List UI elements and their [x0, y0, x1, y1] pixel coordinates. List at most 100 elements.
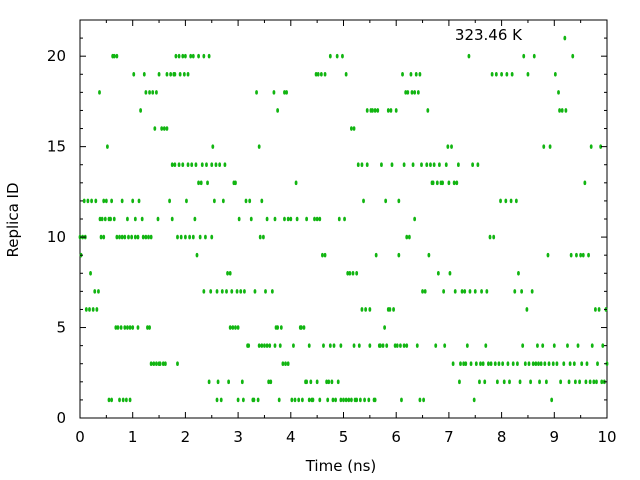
- data-point: [128, 325, 132, 330]
- data-point: [543, 361, 547, 367]
- data-point: [124, 397, 128, 403]
- data-point: [178, 71, 182, 77]
- data-point: [373, 397, 377, 403]
- temperature-annotation: 323.46 K: [455, 26, 523, 44]
- data-point: [219, 397, 223, 403]
- data-point: [289, 216, 293, 222]
- data-point: [551, 361, 555, 367]
- data-point: [118, 397, 121, 403]
- data-point: [314, 71, 318, 77]
- data-point: [374, 252, 378, 258]
- data-point: [562, 361, 566, 367]
- data-point: [205, 162, 208, 168]
- data-point: [283, 216, 286, 222]
- data-point: [115, 53, 119, 59]
- data-point: [258, 234, 262, 240]
- data-point: [123, 325, 127, 330]
- data-point: [284, 361, 287, 367]
- y-axis-label: Replica ID: [4, 182, 22, 257]
- data-point: [484, 343, 488, 348]
- data-point: [334, 397, 337, 403]
- data-point: [127, 234, 130, 240]
- data-point: [155, 90, 158, 95]
- data-point: [273, 343, 277, 348]
- data-point: [104, 198, 108, 204]
- data-point: [176, 361, 179, 367]
- data-point: [236, 325, 240, 330]
- data-point: [558, 108, 561, 113]
- data-point: [305, 216, 309, 222]
- data-point: [110, 198, 114, 204]
- data-point: [152, 361, 156, 367]
- data-point: [348, 270, 352, 276]
- data-point: [434, 343, 438, 348]
- data-point: [132, 71, 136, 77]
- data-point: [206, 180, 209, 186]
- data-point: [547, 361, 551, 367]
- data-point: [381, 343, 385, 348]
- data-point: [513, 289, 517, 294]
- data-point: [452, 180, 456, 186]
- data-point: [416, 90, 420, 95]
- data-point: [212, 198, 216, 204]
- data-point: [597, 307, 601, 312]
- data-point: [476, 162, 480, 168]
- data-point: [397, 252, 401, 258]
- data-point: [90, 198, 93, 204]
- data-point: [350, 397, 353, 403]
- data-point: [405, 343, 409, 348]
- x-tick-label: 7: [444, 428, 454, 446]
- data-point: [168, 198, 171, 204]
- data-point: [321, 252, 324, 258]
- data-point: [601, 343, 605, 348]
- data-point: [265, 343, 269, 348]
- data-point: [357, 343, 361, 348]
- data-point: [323, 71, 327, 77]
- data-point: [497, 361, 501, 367]
- data-point: [182, 71, 186, 77]
- data-point: [131, 198, 135, 204]
- data-point: [569, 252, 573, 258]
- data-point: [281, 361, 285, 367]
- data-point: [177, 162, 181, 168]
- data-point: [596, 361, 599, 367]
- data-point: [501, 361, 505, 367]
- data-point: [410, 90, 414, 95]
- data-point: [429, 162, 432, 168]
- y-tick-label: 15: [47, 138, 66, 156]
- data-point: [223, 162, 227, 168]
- data-point: [126, 325, 129, 330]
- data-point: [133, 234, 137, 240]
- data-point: [425, 162, 429, 168]
- data-point: [383, 325, 387, 330]
- data-point: [526, 71, 530, 77]
- data-point: [147, 234, 150, 240]
- data-point: [388, 307, 392, 312]
- data-point: [521, 343, 525, 348]
- data-point: [82, 198, 86, 204]
- data-point: [273, 216, 277, 222]
- x-tick-label: 0: [75, 428, 85, 446]
- data-point: [511, 361, 515, 367]
- data-point: [589, 144, 593, 149]
- data-point: [451, 361, 455, 367]
- data-point: [590, 343, 594, 348]
- data-point: [418, 397, 422, 403]
- data-point: [544, 379, 548, 385]
- data-point: [352, 343, 356, 348]
- data-point: [460, 289, 464, 294]
- data-point: [185, 198, 188, 204]
- data-point: [322, 343, 325, 348]
- data-point: [173, 71, 177, 77]
- data-point: [239, 289, 243, 294]
- data-point: [230, 289, 234, 294]
- data-point: [120, 198, 124, 204]
- data-point: [459, 361, 462, 367]
- data-point: [112, 216, 116, 222]
- data-point: [360, 307, 364, 312]
- data-point: [276, 108, 280, 113]
- data-point: [278, 343, 282, 348]
- data-point: [402, 162, 406, 168]
- data-point: [190, 162, 194, 168]
- data-point: [120, 234, 124, 240]
